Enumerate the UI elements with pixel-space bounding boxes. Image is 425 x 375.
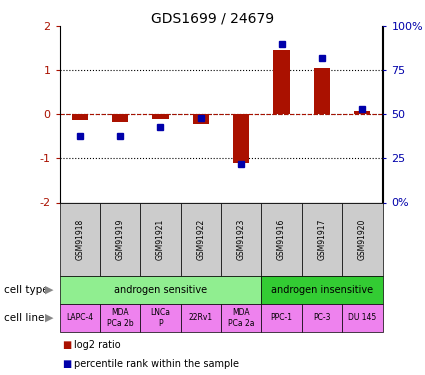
Text: PPC-1: PPC-1 — [271, 314, 292, 322]
Text: DU 145: DU 145 — [348, 314, 377, 322]
Text: GSM91916: GSM91916 — [277, 218, 286, 260]
Bar — [261, 304, 302, 332]
Bar — [273, 51, 289, 114]
Bar — [342, 304, 382, 332]
Bar — [140, 304, 181, 332]
Bar — [60, 304, 100, 332]
Bar — [71, 114, 88, 120]
Bar — [181, 202, 221, 276]
Bar — [100, 202, 140, 276]
Text: MDA
PCa 2b: MDA PCa 2b — [107, 308, 133, 327]
Text: LNCa
P: LNCa P — [150, 308, 170, 327]
Bar — [261, 202, 302, 276]
Text: androgen insensitive: androgen insensitive — [271, 285, 373, 295]
Text: LAPC-4: LAPC-4 — [66, 314, 93, 322]
Bar — [233, 114, 249, 163]
Bar — [302, 202, 342, 276]
Bar — [221, 304, 261, 332]
Bar — [302, 304, 342, 332]
Text: ■: ■ — [62, 340, 71, 350]
Text: PC-3: PC-3 — [313, 314, 331, 322]
Bar — [221, 202, 261, 276]
Text: GSM91920: GSM91920 — [358, 218, 367, 260]
Text: cell line: cell line — [4, 313, 45, 323]
Text: log2 ratio: log2 ratio — [74, 340, 121, 350]
Bar — [60, 276, 261, 304]
Bar — [342, 202, 382, 276]
Text: androgen sensitive: androgen sensitive — [114, 285, 207, 295]
Text: GSM91918: GSM91918 — [75, 218, 84, 259]
Text: GSM91919: GSM91919 — [116, 218, 125, 260]
Text: 22Rv1: 22Rv1 — [189, 314, 213, 322]
Text: percentile rank within the sample: percentile rank within the sample — [74, 359, 239, 369]
Text: ▶: ▶ — [45, 285, 53, 295]
Bar — [314, 68, 330, 114]
Text: ■: ■ — [62, 359, 71, 369]
Text: GSM91921: GSM91921 — [156, 218, 165, 259]
Text: GSM91922: GSM91922 — [196, 218, 205, 259]
Bar — [354, 111, 370, 114]
Text: GSM91923: GSM91923 — [237, 218, 246, 260]
Bar — [100, 304, 140, 332]
Bar — [181, 304, 221, 332]
Text: cell type: cell type — [4, 285, 49, 295]
Bar — [140, 202, 181, 276]
Text: MDA
PCa 2a: MDA PCa 2a — [228, 308, 255, 327]
Text: GSM91917: GSM91917 — [317, 218, 326, 260]
Bar — [112, 114, 128, 122]
Bar — [60, 202, 100, 276]
Text: GDS1699 / 24679: GDS1699 / 24679 — [151, 11, 274, 25]
Text: ▶: ▶ — [45, 313, 53, 323]
Bar — [261, 276, 382, 304]
Bar — [152, 114, 168, 119]
Bar — [193, 114, 209, 124]
